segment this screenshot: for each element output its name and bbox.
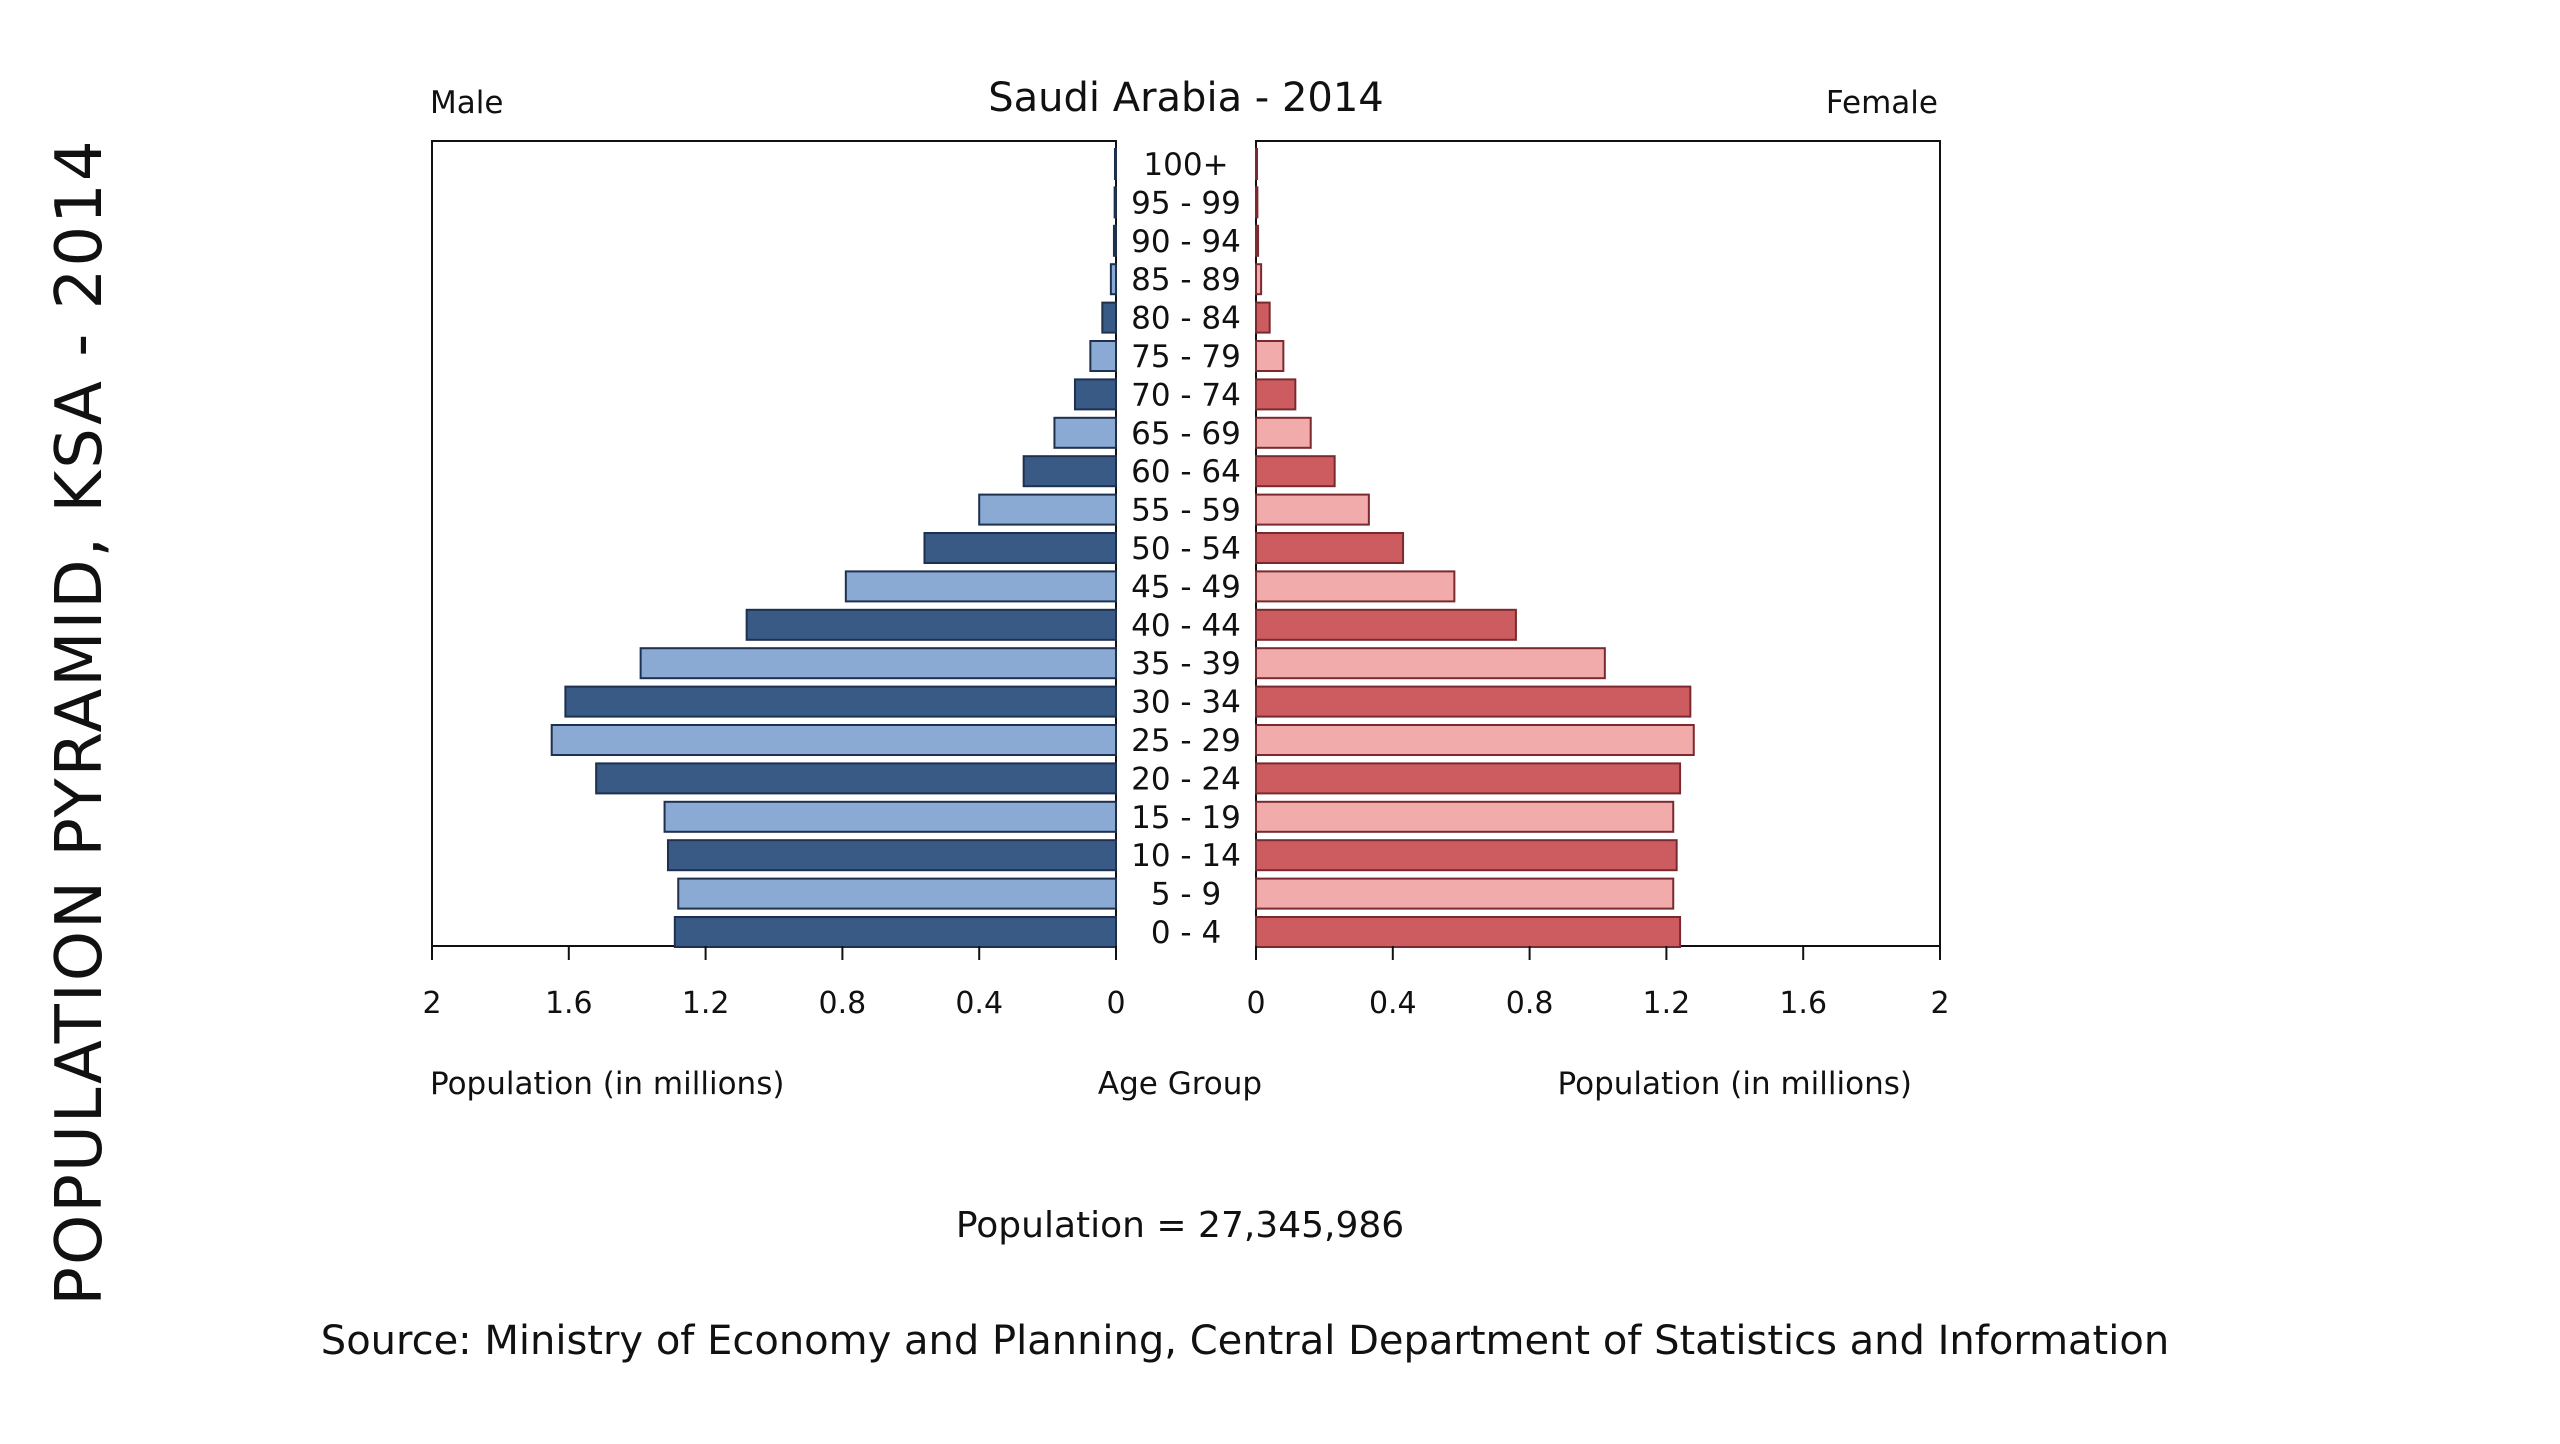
- age-group-label: 55 - 59: [1131, 493, 1241, 529]
- male-bar: [844, 570, 1117, 603]
- female-x-tick-label: 1.2: [1643, 986, 1691, 1021]
- male-x-tick-label: 2: [422, 986, 441, 1021]
- age-group-label: 0 - 4: [1151, 915, 1221, 951]
- female-bar: [1255, 224, 1260, 257]
- male-bar: [550, 724, 1117, 756]
- male-bar: [666, 839, 1117, 872]
- age-group-label: 75 - 79: [1131, 339, 1241, 375]
- female-bar: [1255, 916, 1682, 948]
- age-group-label: 40 - 44: [1131, 608, 1241, 644]
- chart-title: Saudi Arabia - 2014: [988, 75, 1383, 121]
- female-bar: [1255, 340, 1285, 372]
- female-bar: [1255, 685, 1692, 718]
- age-group-label: 45 - 49: [1131, 569, 1241, 605]
- female-bar: [1255, 263, 1263, 296]
- male-bar: [978, 493, 1118, 526]
- age-group-label: 65 - 69: [1131, 416, 1241, 452]
- age-group-label: 100+: [1143, 147, 1228, 183]
- female-bar: [1255, 301, 1271, 334]
- male-x-tick-label: 0.8: [819, 986, 867, 1021]
- age-group-label: 90 - 94: [1131, 224, 1241, 260]
- male-bar: [673, 916, 1117, 948]
- female-x-tick-label: 0.8: [1506, 986, 1554, 1021]
- female-bar: [1255, 493, 1370, 526]
- female-bar: [1255, 762, 1682, 795]
- female-bar: [1255, 570, 1456, 603]
- age-group-label: 80 - 84: [1131, 301, 1241, 337]
- female-bar: [1255, 148, 1259, 180]
- female-bar: [1255, 532, 1405, 564]
- female-bar: [1255, 800, 1675, 833]
- male-axis-label: Population (in millions): [430, 1066, 784, 1102]
- male-bar: [1022, 455, 1117, 488]
- population-total: Population = 27,345,986: [955, 1205, 1405, 1246]
- female-x-tick-label: 2: [1930, 986, 1949, 1021]
- male-bar: [923, 532, 1117, 564]
- female-bar: [1255, 416, 1312, 449]
- female-bar: [1255, 608, 1517, 641]
- male-bar: [677, 877, 1117, 910]
- female-bar: [1255, 877, 1675, 910]
- male-bar: [1112, 224, 1117, 257]
- male-x-tick-label: 0: [1106, 986, 1125, 1021]
- female-bar: [1255, 378, 1297, 411]
- age-group-label: 95 - 99: [1131, 185, 1241, 221]
- female-bar: [1255, 839, 1678, 872]
- age-group-label: 15 - 19: [1131, 800, 1241, 836]
- female-x-tick-label: 0: [1246, 986, 1265, 1021]
- source-note: Source: Ministry of Economy and Planning…: [320, 1318, 2170, 1364]
- age-group-label: 85 - 89: [1131, 262, 1241, 298]
- male-bar: [1101, 301, 1117, 334]
- female-bar: [1255, 455, 1336, 488]
- male-bar: [639, 647, 1117, 680]
- age-group-label: 50 - 54: [1131, 531, 1241, 567]
- male-x-tick-label: 1.2: [682, 986, 730, 1021]
- age-group-label: 20 - 24: [1131, 761, 1241, 797]
- age-group-label: 60 - 64: [1131, 454, 1241, 490]
- male-x-tick-label: 1.6: [545, 986, 593, 1021]
- female-bar: [1255, 647, 1606, 680]
- age-group-label: 25 - 29: [1131, 723, 1241, 759]
- age-group-label: 35 - 39: [1131, 646, 1241, 682]
- male-bar: [1073, 378, 1117, 411]
- male-bar: [745, 608, 1117, 641]
- female-x-tick-label: 0.4: [1369, 986, 1417, 1021]
- female-x-tick-label: 1.6: [1779, 986, 1827, 1021]
- female-label: Female: [1826, 85, 1938, 121]
- male-bar: [564, 685, 1117, 718]
- age-group-label: 10 - 14: [1131, 838, 1241, 874]
- female-bar: [1255, 186, 1259, 219]
- female-axis-label: Population (in millions): [1558, 1066, 1912, 1102]
- male-bar: [1089, 340, 1117, 372]
- male-bar: [1109, 263, 1117, 296]
- age-group-label: 70 - 74: [1131, 377, 1241, 413]
- male-x-tick-label: 0.4: [955, 986, 1003, 1021]
- male-bar: [1113, 186, 1117, 219]
- male-bar: [663, 800, 1117, 833]
- male-bar: [1053, 416, 1117, 449]
- age-group-label: 5 - 9: [1151, 877, 1221, 913]
- female-bar: [1255, 724, 1695, 756]
- age-group-label: 30 - 34: [1131, 685, 1241, 721]
- age-group-axis-label: Age Group: [1098, 1066, 1262, 1102]
- male-label: Male: [430, 85, 503, 121]
- male-bar: [1113, 148, 1117, 180]
- male-bar: [595, 762, 1117, 795]
